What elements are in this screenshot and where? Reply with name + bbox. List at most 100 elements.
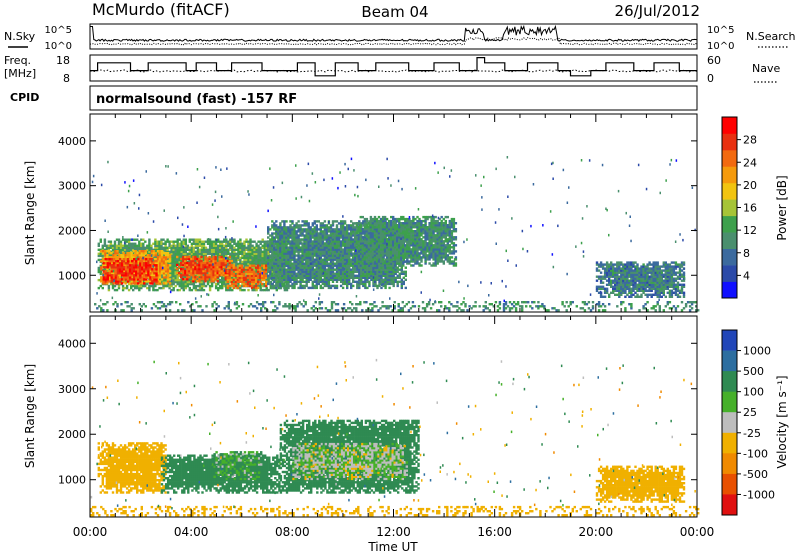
power-cell	[235, 272, 238, 276]
power-cell	[265, 244, 268, 247]
power-cell	[230, 284, 233, 288]
power-cell	[112, 274, 116, 277]
power-cell	[233, 260, 236, 264]
power-cell	[301, 272, 304, 275]
power-cell	[133, 280, 136, 283]
power-cell	[235, 248, 238, 251]
power-cell	[271, 272, 274, 275]
power-cell	[206, 252, 210, 255]
power-cell	[327, 238, 331, 241]
power-cell	[374, 268, 377, 271]
power-cell	[196, 257, 199, 261]
power-cell	[109, 282, 113, 286]
power-cell	[206, 280, 210, 284]
power-cell	[196, 284, 200, 288]
power-cell	[233, 258, 236, 262]
power-cell	[341, 266, 345, 269]
power-cell	[265, 276, 268, 279]
power-cell	[106, 282, 109, 285]
power-cell	[126, 260, 130, 263]
power-cell	[113, 248, 117, 251]
power-cell	[151, 282, 154, 285]
power-cell	[341, 232, 345, 235]
power-cell	[130, 286, 133, 290]
power-cell	[229, 244, 232, 247]
power-cell	[333, 276, 337, 279]
power-cell	[285, 250, 288, 253]
power-cell	[267, 236, 270, 239]
power-cell	[254, 284, 258, 288]
power-cell	[255, 246, 258, 249]
power-cell	[116, 264, 120, 267]
power-cell	[122, 280, 125, 283]
power-cell	[297, 252, 300, 255]
power-cell	[155, 264, 158, 267]
power-cell	[102, 272, 105, 275]
power-cell	[245, 246, 248, 249]
power-cell	[339, 248, 343, 251]
power-cell	[291, 246, 294, 249]
power-cell	[156, 268, 160, 271]
power-cell	[192, 271, 195, 275]
power-cell	[198, 240, 202, 243]
power-cell	[245, 238, 248, 241]
power-cell	[212, 261, 215, 265]
power-cell	[168, 246, 171, 249]
power-cell	[309, 270, 312, 273]
power-cell	[143, 282, 146, 285]
power-cell	[350, 284, 353, 288]
power-cell	[223, 240, 226, 243]
power-cell	[289, 266, 292, 269]
power-cell	[346, 256, 349, 259]
power-cell	[132, 288, 135, 292]
power-cell	[275, 276, 278, 279]
power-cell	[166, 272, 170, 275]
power-cell	[271, 268, 274, 272]
power-cell	[186, 280, 189, 284]
power-cell	[228, 268, 231, 271]
power-cell	[315, 242, 318, 245]
power-cell	[133, 266, 136, 269]
power-cell	[259, 240, 262, 243]
power-cell	[194, 261, 197, 265]
power-cell	[116, 266, 120, 269]
power-cell	[97, 266, 100, 270]
power-cell	[321, 280, 325, 283]
power-cell	[299, 266, 302, 269]
power-cell	[327, 230, 331, 233]
power-cell	[253, 266, 256, 270]
power-cell	[233, 284, 236, 288]
power-cell	[190, 250, 194, 253]
power-cell	[182, 252, 185, 255]
power-cell	[333, 240, 337, 243]
power-cell	[291, 240, 294, 243]
power-cell	[142, 244, 145, 247]
power-cell	[188, 282, 191, 286]
power-cell	[221, 242, 224, 245]
power-cell	[233, 250, 236, 253]
power-cell	[188, 267, 191, 271]
power-cell	[265, 266, 268, 269]
power-cell	[319, 236, 322, 239]
power-cell	[313, 262, 316, 265]
power-cell	[307, 246, 310, 249]
power-cell	[144, 272, 147, 275]
power-cell	[235, 260, 238, 264]
power-cell	[120, 278, 124, 281]
power-cell	[242, 268, 246, 271]
power-cell	[285, 258, 288, 261]
power-cell	[317, 270, 320, 273]
power-cell	[281, 244, 284, 247]
power-cells	[91, 156, 700, 312]
power-cell	[386, 276, 389, 279]
power-cell	[356, 270, 359, 273]
power-cell	[354, 246, 357, 249]
power-cell	[231, 238, 234, 241]
power-cell	[348, 224, 351, 227]
power-cell	[237, 244, 240, 247]
power-cell	[214, 269, 217, 273]
power-cell	[225, 252, 228, 255]
power-cell	[360, 266, 363, 269]
power-cell	[236, 286, 240, 290]
power-cell	[115, 246, 119, 249]
